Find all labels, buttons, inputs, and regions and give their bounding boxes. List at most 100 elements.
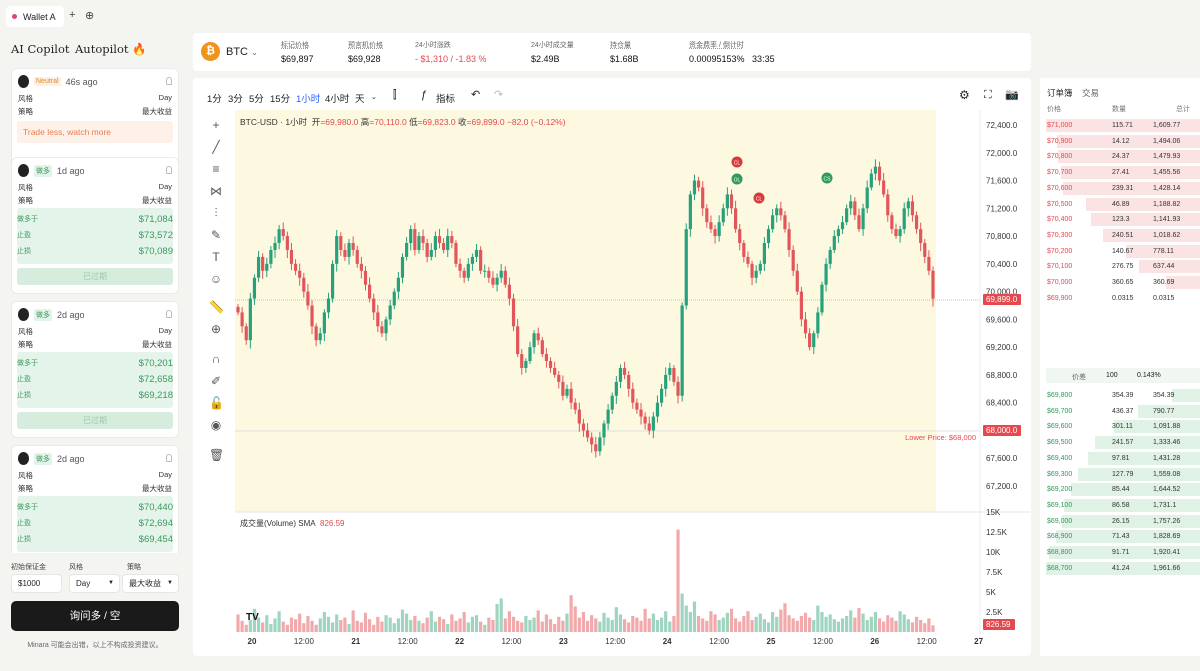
volume-bar: [783, 603, 787, 632]
tab-trades[interactable]: 交易: [1082, 88, 1100, 98]
order-q: 276.75: [1112, 263, 1134, 271]
brush-icon[interactable]: ✎: [210, 228, 222, 242]
volume-bar: [557, 616, 561, 632]
trash-icon[interactable]: 🗑: [209, 448, 225, 462]
stat-label: 预言机价格: [348, 42, 383, 49]
candle-type-icon[interactable]: ⫿: [393, 89, 397, 101]
candle: [396, 271, 400, 300]
order-row[interactable]: $69,300 127.79 1,559.08: [1046, 467, 1200, 482]
order-row[interactable]: $70,500 46.89 1,188.82: [1046, 197, 1200, 212]
marker-cl-1[interactable]: CL: [731, 156, 743, 168]
order-row[interactable]: $69,900 0.0315 0.0315: [1046, 291, 1200, 306]
lock-drawings-icon[interactable]: ✐: [210, 374, 222, 388]
settings-icon[interactable]: ⚙: [959, 88, 970, 102]
fullscreen-icon[interactable]: ⛶: [984, 89, 992, 101]
order-row[interactable]: $70,600 239.31 1,428.14: [1046, 181, 1200, 196]
signal-card[interactable]: 做多 1d ago 风格 Day 策略 最大收益 做多于 $71,084 止盈 $73,5…: [11, 157, 179, 294]
camera-icon[interactable]: 📷: [1005, 89, 1019, 101]
interval-4h[interactable]: 4小时: [325, 94, 350, 105]
interval-1m[interactable]: 1分: [207, 94, 222, 105]
pin-icon[interactable]: [166, 454, 172, 462]
chevron-down-icon[interactable]: ⌄: [371, 94, 377, 101]
ruler-icon[interactable]: 📏: [209, 300, 224, 314]
order-row[interactable]: $69,800 354.39 354.39: [1046, 388, 1200, 403]
volume-bar: [244, 624, 248, 632]
tab-order-book[interactable]: 订单簿: [1047, 88, 1073, 98]
marker-ol[interactable]: OL: [731, 173, 743, 185]
order-row[interactable]: $70,100 276.75 637.44: [1046, 259, 1200, 274]
interval-15m[interactable]: 15分: [270, 94, 291, 105]
volume-bar: [433, 621, 437, 632]
redo-icon[interactable]: ↷: [494, 89, 504, 101]
autopilot-tab[interactable]: Autopilot 🔥: [75, 42, 147, 56]
order-row[interactable]: $69,100 86.58 1,731.1: [1046, 498, 1200, 513]
symbol-selector[interactable]: BTC ⌄: [226, 46, 258, 58]
margin-input[interactable]: $1000: [11, 574, 62, 593]
interval-day[interactable]: 天: [355, 94, 365, 105]
order-row[interactable]: $71,000 115.71 1,609.77: [1046, 118, 1200, 133]
marker-cs[interactable]: CS: [821, 172, 833, 184]
depth-bar: [1137, 404, 1200, 418]
depth-bar: [1046, 561, 1200, 575]
signal-card[interactable]: 做多 2d ago 风格 Day 策略 最大收益 做多于 $70,201 止盈 $72,6…: [11, 301, 179, 438]
order-row[interactable]: $70,900 14.12 1,494.06: [1046, 134, 1200, 149]
ask-long-short-button[interactable]: 询问多 / 空: [11, 601, 179, 631]
order-row[interactable]: $70,200 140.67 778.11: [1046, 244, 1200, 259]
expired-button[interactable]: 已过期: [17, 268, 173, 285]
eye-icon[interactable]: ◉: [210, 418, 222, 432]
pin-icon[interactable]: [166, 310, 172, 318]
order-row[interactable]: $70,000 360.65 360.69: [1046, 275, 1200, 290]
indicator-icon[interactable]: ƒ: [421, 89, 428, 101]
pattern-icon[interactable]: ⋈: [210, 184, 222, 198]
candle: [326, 292, 331, 319]
order-row[interactable]: $70,300 240.51 1,018.62: [1046, 228, 1200, 243]
order-row[interactable]: $70,700 27.41 1,455.56: [1046, 165, 1200, 180]
add-tab-icon[interactable]: +: [69, 9, 76, 21]
emoji-icon[interactable]: ☺: [209, 272, 223, 286]
interval-1h[interactable]: 1小时: [296, 94, 321, 105]
new-wallet-icon[interactable]: ⊕: [85, 10, 95, 22]
undo-icon[interactable]: ↶: [471, 89, 481, 101]
zoom-in-icon[interactable]: ⊕: [210, 322, 222, 336]
candle: [561, 375, 565, 401]
order-row[interactable]: $69,500 241.57 1,333.46: [1046, 435, 1200, 450]
ai-copilot-tab[interactable]: AI Copilot: [11, 42, 70, 56]
order-row[interactable]: $70,800 24.37 1,479.93: [1046, 149, 1200, 164]
order-row[interactable]: $70,400 123.3 1,141.93: [1046, 212, 1200, 227]
candle: [622, 361, 627, 380]
strategy-select[interactable]: 最大收益 ▼: [122, 574, 179, 593]
expired-button[interactable]: 已过期: [17, 412, 173, 429]
lock-icon[interactable]: 🔓: [209, 396, 224, 410]
order-row[interactable]: $68,700 41.24 1,961.66: [1046, 561, 1200, 576]
pin-icon[interactable]: [166, 77, 172, 85]
order-row[interactable]: $69,700 436.37 790.77: [1046, 404, 1200, 419]
pin-icon[interactable]: [166, 166, 172, 174]
strategy-value: 最大收益: [142, 196, 172, 205]
time-tick-label: 23: [559, 637, 568, 646]
order-row[interactable]: $68,900 71.43 1,828.69: [1046, 529, 1200, 544]
order-t: 1,479.93: [1153, 153, 1181, 161]
signal-card[interactable]: 做多 2d ago 风格 Day 策略 最大收益 做多于 $70,440 止盈 $72,6…: [11, 445, 179, 553]
vol-last-value: 826.59: [986, 620, 1011, 629]
volume-bar: [314, 624, 318, 632]
tab-wallet-a[interactable]: Wallet A: [6, 6, 64, 27]
fib-icon[interactable]: ≡: [212, 162, 220, 176]
style-select[interactable]: Day ▼: [69, 574, 120, 593]
prediction-icon[interactable]: ⫶: [214, 206, 218, 220]
order-row[interactable]: $69,600 301.11 1,091.88: [1046, 419, 1200, 434]
order-row[interactable]: $69,000 26.15 1,757.26: [1046, 514, 1200, 529]
interval-3m[interactable]: 3分: [228, 94, 243, 105]
text-icon[interactable]: T: [212, 250, 220, 264]
order-row[interactable]: $69,200 85.44 1,644.52: [1046, 482, 1200, 497]
order-row[interactable]: $69,400 97.81 1,431.28: [1046, 451, 1200, 466]
order-row[interactable]: $68,800 91.71 1,920.41: [1046, 545, 1200, 560]
interval-5m[interactable]: 5分: [249, 94, 264, 105]
magnet-icon[interactable]: ∩: [211, 352, 221, 366]
indicator-button[interactable]: 指标: [436, 94, 456, 105]
candle: [902, 202, 906, 234]
trendline-icon[interactable]: ╱: [212, 140, 220, 154]
crosshair-icon[interactable]: +: [212, 118, 220, 132]
marker-cl-2[interactable]: CL: [753, 192, 765, 204]
price-tick-label: 72,400.0: [986, 121, 1018, 130]
